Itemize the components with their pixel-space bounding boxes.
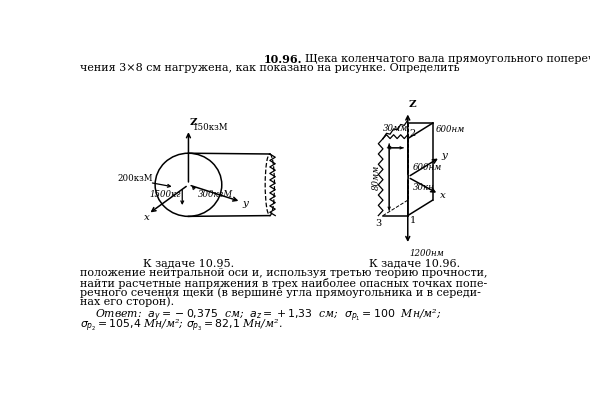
Text: 2: 2 [409,129,415,138]
Text: 1200нм: 1200нм [409,249,444,258]
Text: нах его сторон).: нах его сторон). [80,297,174,307]
Text: найти расчетные напряжения в трех наиболее опасных точках попе-: найти расчетные напряжения в трех наибол… [80,278,487,289]
Text: Z: Z [190,118,198,127]
Text: 1500кг: 1500кг [150,190,181,198]
Text: положение нейтральной оси и, используя третью теорию прочности,: положение нейтральной оси и, используя т… [80,268,487,278]
Text: x: x [440,191,446,200]
Text: 1: 1 [409,216,415,225]
Text: Щека коленчатого вала прямоугольного поперечного се-: Щека коленчатого вала прямоугольного поп… [304,54,590,64]
Text: К задаче 10.96.: К задаче 10.96. [369,258,460,268]
Text: 3: 3 [375,219,381,228]
Text: 200кзМ: 200кзМ [117,174,153,183]
Text: 30мм: 30мм [383,124,408,133]
Text: 600нм: 600нм [412,163,442,172]
Text: Ответ:  $a_y=-0{,}375$  см;  $a_z=+1{,}33$  см;  $\sigma_{p_1}=100$  Мн/м²;: Ответ: $a_y=-0{,}375$ см; $a_z=+1{,}33$ … [96,308,442,324]
Text: 300кзМ: 300кзМ [198,190,233,198]
Text: y: y [242,199,248,208]
Text: $\sigma_{p_2}=105{,}4$ Мн/м²; $\sigma_{p_3}=82{,}1$ Мн/м².: $\sigma_{p_2}=105{,}4$ Мн/м²; $\sigma_{p… [80,318,283,334]
Text: 80мм: 80мм [372,164,381,190]
Text: 600нм: 600нм [435,125,465,134]
Text: Z: Z [408,100,416,109]
Text: чения 3×8 см нагружена, как показано на рисунке. Определить: чения 3×8 см нагружена, как показано на … [80,63,460,73]
Text: x: x [145,214,150,222]
Text: речного сечения щеки (в вершине угла прямоугольника и в середи-: речного сечения щеки (в вершине угла пря… [80,287,481,298]
Text: К задаче 10.95.: К задаче 10.95. [143,258,234,268]
Text: 10.96.: 10.96. [264,54,302,65]
Text: y: y [442,151,448,160]
Text: 150кзМ: 150кзМ [193,123,228,133]
Text: 30кн: 30кн [412,183,434,192]
